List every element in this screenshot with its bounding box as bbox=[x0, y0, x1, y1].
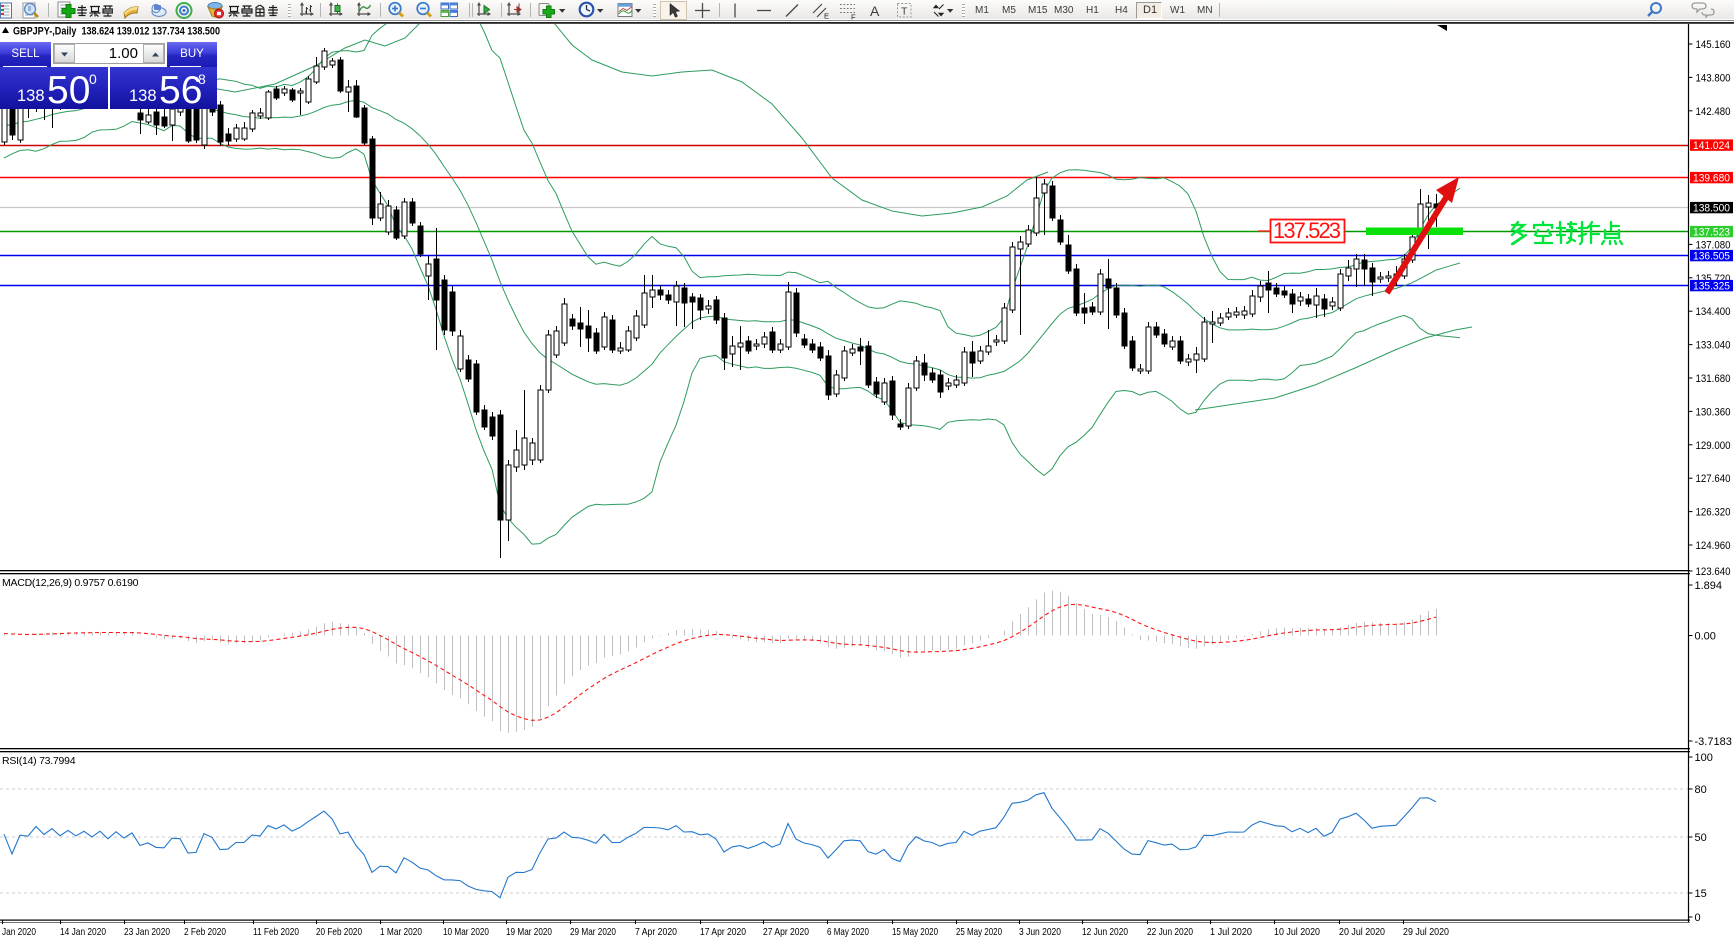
svg-text:11 Feb 2020: 11 Feb 2020 bbox=[253, 926, 299, 938]
svg-text:134.400: 134.400 bbox=[1696, 306, 1731, 318]
svg-text:E: E bbox=[824, 12, 829, 21]
svg-text:7 Apr 2020: 7 Apr 2020 bbox=[635, 926, 677, 938]
svg-text:T: T bbox=[901, 6, 908, 18]
svg-text:10 Mar 2020: 10 Mar 2020 bbox=[443, 926, 489, 938]
svg-text:2 Feb 2020: 2 Feb 2020 bbox=[184, 926, 226, 938]
svg-text:100: 100 bbox=[1695, 752, 1713, 764]
svg-text:27 Apr 2020: 27 Apr 2020 bbox=[763, 926, 809, 938]
svg-text:12 Jun 2020: 12 Jun 2020 bbox=[1082, 926, 1128, 938]
svg-text:138.500: 138.500 bbox=[1693, 203, 1730, 215]
svg-text:1 Jul 2020: 1 Jul 2020 bbox=[1210, 926, 1252, 938]
svg-text:A: A bbox=[870, 3, 880, 19]
svg-text:10 Jul 2020: 10 Jul 2020 bbox=[1274, 926, 1320, 938]
svg-text:124.960: 124.960 bbox=[1696, 540, 1731, 552]
svg-text:135.325: 135.325 bbox=[1693, 281, 1730, 293]
svg-text:19 Mar 2020: 19 Mar 2020 bbox=[506, 926, 552, 938]
svg-text:136.505: 136.505 bbox=[1693, 251, 1730, 263]
svg-text:23 Jan 2020: 23 Jan 2020 bbox=[124, 926, 170, 938]
svg-text:1.894: 1.894 bbox=[1695, 580, 1723, 592]
svg-text:130.360: 130.360 bbox=[1696, 406, 1731, 418]
svg-text:20 Jul 2020: 20 Jul 2020 bbox=[1339, 926, 1385, 938]
svg-text:29 Mar 2020: 29 Mar 2020 bbox=[570, 926, 616, 938]
svg-text:139.680: 139.680 bbox=[1693, 173, 1730, 185]
svg-text:50: 50 bbox=[1695, 832, 1707, 844]
svg-text:17 Apr 2020: 17 Apr 2020 bbox=[700, 926, 746, 938]
svg-text:Jan 2020: Jan 2020 bbox=[2, 926, 36, 938]
svg-text:3 Jun 2020: 3 Jun 2020 bbox=[1019, 926, 1061, 938]
svg-text:133.040: 133.040 bbox=[1696, 340, 1731, 352]
svg-text:131.680: 131.680 bbox=[1696, 373, 1731, 385]
svg-text:GBPJPY-,Daily 138.624 139.012: GBPJPY-,Daily 138.624 139.012 137.734 13… bbox=[13, 26, 220, 38]
svg-text:141.024: 141.024 bbox=[1693, 140, 1730, 152]
svg-text:20 Feb 2020: 20 Feb 2020 bbox=[316, 926, 362, 938]
svg-text:129.000: 129.000 bbox=[1696, 440, 1731, 452]
svg-text:1 Mar 2020: 1 Mar 2020 bbox=[380, 926, 422, 938]
svg-text:137.523: 137.523 bbox=[1693, 227, 1730, 239]
svg-text:22 Jun 2020: 22 Jun 2020 bbox=[1147, 926, 1193, 938]
svg-text:142.480: 142.480 bbox=[1696, 106, 1731, 118]
svg-text:126.320: 126.320 bbox=[1696, 507, 1731, 519]
svg-text:15: 15 bbox=[1695, 888, 1707, 900]
svg-text:15 May 2020: 15 May 2020 bbox=[892, 926, 938, 938]
svg-text:80: 80 bbox=[1695, 784, 1707, 796]
svg-text:127.640: 127.640 bbox=[1696, 473, 1731, 485]
svg-text:137.080: 137.080 bbox=[1696, 239, 1731, 251]
svg-text:0: 0 bbox=[1695, 912, 1701, 924]
svg-text:137.523: 137.523 bbox=[1273, 218, 1341, 243]
svg-text:14 Jan 2020: 14 Jan 2020 bbox=[60, 926, 106, 938]
svg-text:6 May 2020: 6 May 2020 bbox=[827, 926, 869, 938]
svg-text:145.160: 145.160 bbox=[1696, 39, 1731, 51]
svg-text:-3.7183: -3.7183 bbox=[1695, 736, 1732, 748]
svg-text:F: F bbox=[851, 13, 856, 22]
svg-text:143.800: 143.800 bbox=[1696, 72, 1731, 84]
svg-text:0.00: 0.00 bbox=[1695, 631, 1716, 643]
svg-text:25 May 2020: 25 May 2020 bbox=[956, 926, 1002, 938]
svg-text:123.640: 123.640 bbox=[1696, 566, 1731, 578]
svg-text:29 Jul 2020: 29 Jul 2020 bbox=[1403, 926, 1449, 938]
